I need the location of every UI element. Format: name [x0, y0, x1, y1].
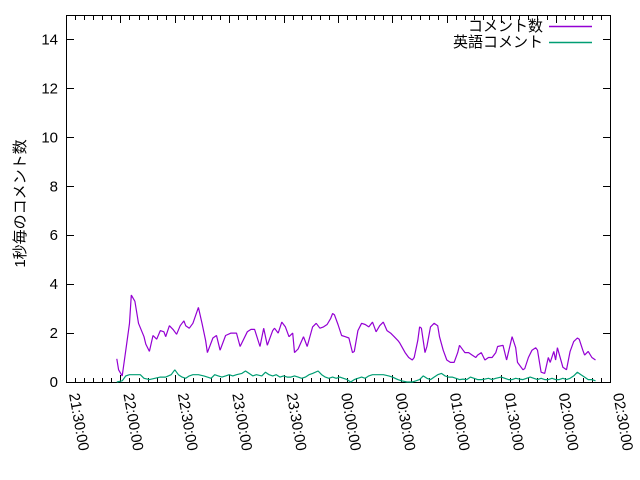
y-axis-tick-labels: 0 2 4 6 8 10 12 14	[41, 31, 58, 391]
y-tick-label: 4	[50, 276, 58, 293]
y-tick-label: 14	[41, 31, 58, 48]
axes	[66, 15, 611, 383]
y-tick-label: 6	[50, 227, 58, 244]
y-tick-label: 2	[50, 325, 58, 342]
legend-label-comments: コメント数	[468, 18, 543, 35]
y-tick-label: 10	[41, 129, 58, 146]
series-line-english-comments	[116, 369, 596, 383]
legend-label-english-comments: 英語コメント	[453, 33, 543, 51]
y-tick-label: 8	[50, 178, 58, 195]
series-line-comments	[116, 294, 596, 377]
y-tick-label: 12	[41, 80, 58, 97]
plot-border	[66, 15, 611, 383]
y-axis-title: 1秒毎のコメント数	[12, 139, 29, 267]
y-tick-label: 0	[50, 374, 58, 391]
